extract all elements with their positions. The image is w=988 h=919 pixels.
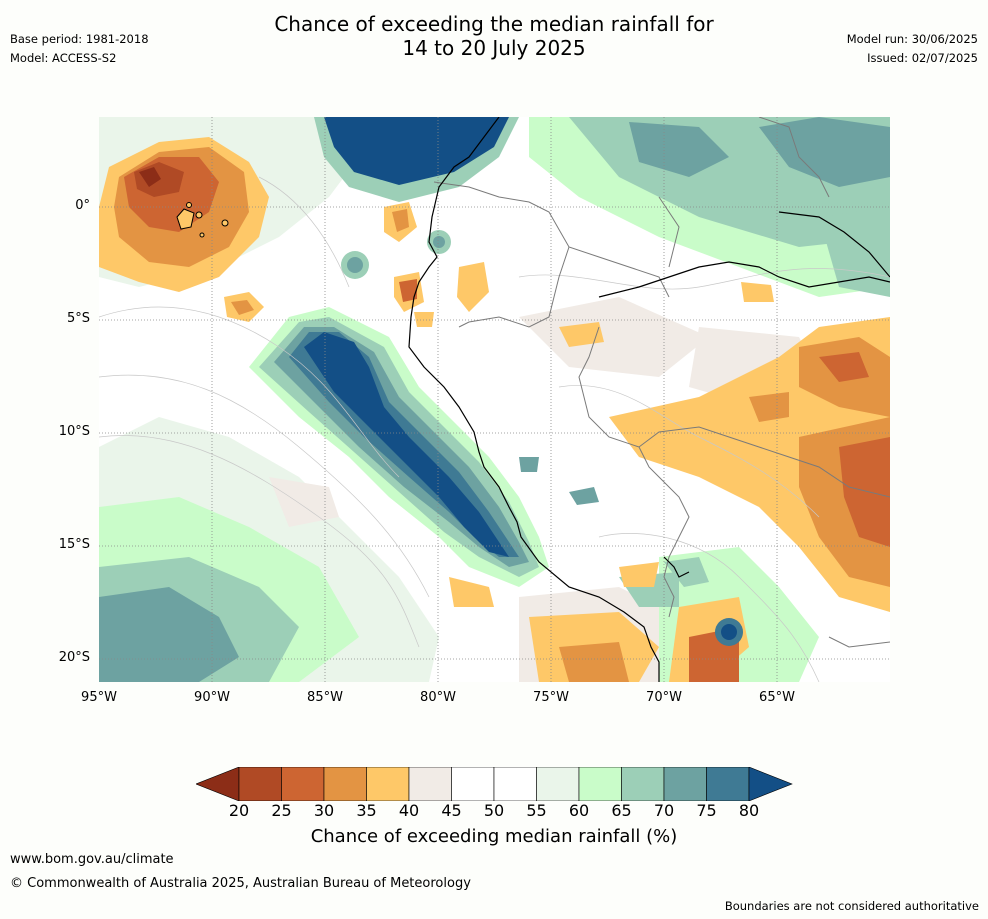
colorbar-tick-label: 50	[483, 801, 505, 820]
colorbar-label: Chance of exceeding median rainfall (%)	[310, 826, 678, 847]
lon-label-65w: 65°W	[759, 690, 795, 705]
graticule	[99, 117, 890, 682]
colorbar-cell	[621, 767, 665, 801]
contour-lines	[99, 176, 890, 682]
model-name: Model: ACCESS-S2	[10, 51, 117, 65]
lat-label-0: 0°	[75, 198, 90, 213]
map-title: Chance of exceeding the median rainfall …	[0, 12, 988, 60]
colorbar-cell	[663, 767, 707, 801]
colorbar-tick-label: 65	[611, 801, 632, 820]
lon-label-70w: 70°W	[646, 690, 682, 705]
title-line-1: Chance of exceeding the median rainfall …	[274, 12, 714, 36]
colorbar-tick-label: 35	[356, 801, 377, 820]
lon-label-85w: 85°W	[307, 690, 343, 705]
colorbar-extend-high	[748, 767, 793, 801]
lat-label-20s: 20°S	[58, 650, 90, 665]
galapagos-islands	[176, 202, 229, 238]
colorbar-cell	[366, 767, 410, 801]
colorbar-tick-label: 40	[398, 801, 420, 820]
colorbar-cell	[706, 767, 750, 801]
dry-region-west	[99, 137, 269, 322]
colorbar-cell	[323, 767, 367, 801]
colorbar	[196, 767, 793, 801]
title-line-2: 14 to 20 July 2025	[402, 36, 586, 60]
lat-label-5s: 5°S	[66, 311, 90, 326]
meta-right: Model run: 30/06/2025 Issued: 02/07/2025	[847, 30, 978, 68]
colorbar-tick-label: 30	[313, 801, 335, 820]
rainfall-map	[99, 117, 890, 682]
colorbar-extend-low	[196, 767, 240, 801]
colorbar-cell	[281, 767, 325, 801]
footer-disclaimer: Boundaries are not considered authoritat…	[724, 899, 979, 913]
model-run: Model run: 30/06/2025	[846, 32, 978, 46]
colorbar-cell	[408, 767, 452, 801]
issued-date: Issued: 02/07/2025	[867, 51, 978, 65]
colorbar-tick-label: 25	[271, 801, 292, 820]
colorbar-tick-label: 60	[568, 801, 590, 820]
base-period: Base period: 1981-2018	[10, 32, 149, 46]
colorbar-cell	[578, 767, 622, 801]
dry-spots-coast	[384, 202, 774, 347]
footer-copyright: © Commonwealth of Australia 2025, Austra…	[10, 876, 471, 891]
coastline	[408, 117, 890, 682]
wet-region-north	[314, 117, 519, 202]
lon-label-90w: 90°W	[194, 690, 230, 705]
colorbar-tick-label: 45	[441, 801, 462, 820]
colorbar-tick-label: 80	[738, 801, 760, 820]
lon-label-95w: 95°W	[81, 690, 117, 705]
country-borders	[433, 117, 890, 648]
lon-label-80w: 80°W	[420, 690, 456, 705]
colorbar-cell	[493, 767, 537, 801]
meta-left: Base period: 1981-2018 Model: ACCESS-S2	[10, 30, 149, 68]
colorbar-tick-label: 75	[696, 801, 717, 820]
lon-label-75w: 75°W	[533, 690, 569, 705]
dry-region-east	[609, 317, 890, 612]
colorbar-tick-label: 55	[526, 801, 547, 820]
wet-spots	[341, 230, 743, 646]
colorbar-tick-label: 20	[228, 801, 250, 820]
colorbar-cell	[451, 767, 495, 801]
lat-label-15s: 15°S	[58, 537, 90, 552]
colorbar-tick-label: 70	[653, 801, 675, 820]
footer-url[interactable]: www.bom.gov.au/climate	[10, 852, 174, 867]
wet-coastal-band	[249, 307, 549, 587]
colorbar-cell	[238, 767, 282, 801]
lat-label-10s: 10°S	[58, 424, 90, 439]
colorbar-cell	[536, 767, 580, 801]
